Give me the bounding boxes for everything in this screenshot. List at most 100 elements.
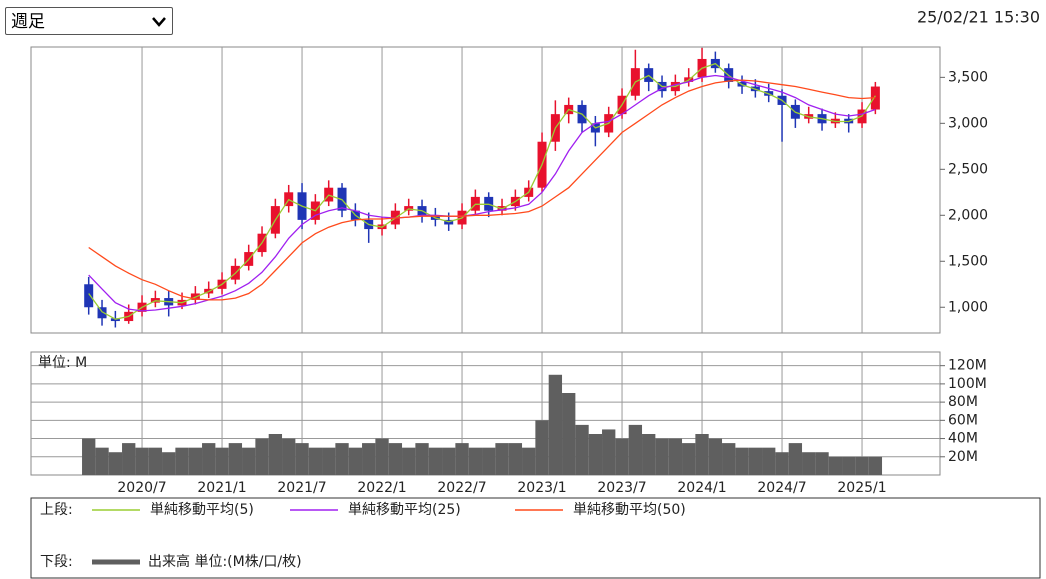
candle-body (84, 284, 94, 308)
volume-bar (695, 434, 709, 475)
volume-bar (535, 420, 549, 475)
volume-bar (522, 447, 536, 475)
volume-bar (215, 447, 229, 475)
volume-bar (628, 424, 643, 475)
volume-bar (322, 447, 336, 475)
volume-bar (295, 443, 309, 475)
volume-bar (708, 438, 723, 475)
volume-bar (588, 434, 603, 475)
volume-bar (482, 447, 496, 475)
y-tick-label: 60M (948, 412, 978, 428)
period-select-text: 週足 (11, 12, 45, 32)
volume-bar (615, 438, 629, 475)
moving-average-line (88, 74, 876, 312)
volume-bar (428, 447, 443, 475)
volume-bar (722, 443, 736, 475)
y-tick-label: 1,500 (948, 253, 988, 269)
volume-bar (162, 452, 176, 475)
volume-bar (868, 456, 883, 475)
price-frame (30, 46, 941, 334)
volume-bar (855, 456, 869, 475)
x-tick-label: 2023/1 (517, 480, 566, 496)
volume-bar (442, 447, 456, 475)
legend-label: 単純移動平均(25) (348, 502, 461, 518)
volume-bar (282, 438, 296, 475)
volume-bar (468, 447, 483, 475)
volume-bar (122, 443, 136, 475)
volume-bar (788, 443, 803, 475)
volume-bar (655, 438, 669, 475)
volume-bar (375, 438, 389, 475)
volume-bar (575, 424, 589, 475)
volume-bar (642, 434, 656, 475)
volume-bar (388, 443, 403, 475)
volume-bar (548, 374, 563, 475)
volume-bar (762, 447, 776, 475)
volume-bar (682, 443, 696, 475)
period-select[interactable]: 週足 (5, 7, 173, 35)
volume-bar (495, 443, 509, 475)
volume-bar (508, 443, 523, 475)
volume-bar (308, 447, 323, 475)
x-tick-label: 2021/1 (197, 480, 246, 496)
y-tick-label: 120M (948, 358, 987, 374)
volume-bar (95, 447, 109, 475)
y-tick-label: 3,500 (948, 69, 988, 85)
y-tick-label: 2,000 (948, 207, 988, 223)
volume-bar (348, 447, 363, 475)
volume-bar (402, 447, 416, 475)
volume-bar (255, 438, 269, 475)
volume-bar (362, 443, 376, 475)
x-tick-label: 2020/7 (117, 480, 166, 496)
x-tick-label: 2023/7 (597, 480, 646, 496)
volume-bar (775, 452, 789, 475)
moving-average-line (88, 62, 876, 320)
legend-box (30, 497, 1041, 579)
volume-bar (802, 452, 816, 475)
volume-bar (135, 447, 149, 475)
x-tick-label: 2021/7 (277, 480, 326, 496)
y-tick-label: 20M (948, 449, 978, 465)
volume-bar (188, 447, 203, 475)
legend-label: 単純移動平均(50) (573, 502, 686, 518)
x-tick-label: 2022/1 (357, 480, 406, 496)
volume-bar (202, 443, 216, 475)
volume-bar (668, 438, 683, 475)
volume-bar (175, 447, 189, 475)
volume-bar (268, 434, 283, 475)
volume-bar (842, 456, 856, 475)
legend-lower-label: 下段: (40, 554, 73, 570)
volume-bar (735, 447, 749, 475)
x-tick-label: 2024/1 (677, 480, 726, 496)
volume-bar (828, 456, 843, 475)
y-tick-label: 2,500 (948, 161, 988, 177)
y-tick-label: 1,000 (948, 299, 988, 315)
volume-bar (815, 452, 829, 475)
volume-bar (602, 429, 616, 475)
volume-bar (82, 438, 96, 475)
legend-label: 単純移動平均(5) (150, 502, 254, 518)
y-tick-label: 100M (948, 376, 987, 392)
volume-bar (748, 447, 763, 475)
x-tick-label: 2024/7 (757, 480, 806, 496)
x-tick-label: 2025/1 (837, 480, 886, 496)
legend-label: 出来高 単位:(M株/口/枚) (148, 553, 302, 570)
volume-bar (242, 447, 256, 475)
x-tick-label: 2022/7 (437, 480, 486, 496)
volume-bar (562, 393, 576, 475)
timestamp: 25/02/21 15:30 (917, 8, 1040, 27)
y-tick-label: 80M (948, 394, 978, 410)
volume-bar (415, 443, 429, 475)
chevron (152, 17, 166, 27)
volume-bar (148, 447, 163, 475)
volume-bar (108, 452, 123, 475)
candle-body (97, 307, 107, 319)
legend-upper-label: 上段: (40, 502, 73, 518)
moving-average-line (88, 79, 876, 301)
volume-bar (335, 443, 349, 475)
y-tick-label: 3,000 (948, 115, 988, 131)
y-tick-label: 40M (948, 431, 978, 447)
unit-label: 単位: M (38, 355, 87, 371)
